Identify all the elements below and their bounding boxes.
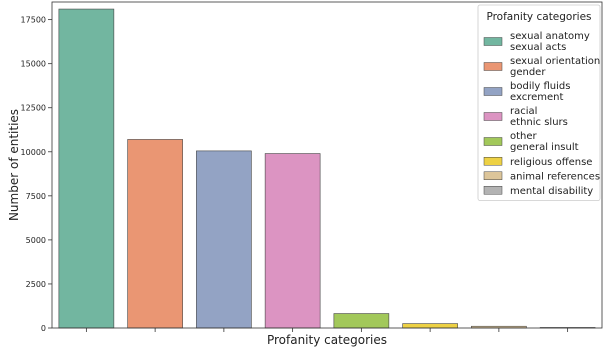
y-axis: 0 2500 5000 7500 10000 12500 15000 17500 (21, 16, 52, 333)
legend-entry: religious offense (510, 157, 592, 168)
legend-swatch (483, 157, 503, 166)
bar (127, 139, 183, 329)
legend-swatch (483, 37, 503, 46)
y-tick-label: 5000 (26, 236, 46, 245)
bar (58, 8, 115, 329)
y-tick-label: 2500 (26, 280, 46, 289)
y-tick-label: 12500 (21, 104, 46, 113)
legend: Profanity categories sexual anatomy sexua… (477, 4, 601, 201)
bar (196, 150, 252, 329)
x-axis (85, 328, 569, 332)
x-axis-label: Profanity categories (267, 333, 387, 347)
legend-swatch (483, 112, 503, 121)
legend-entry: racial ethnic slurs (510, 106, 568, 128)
y-axis-label: Number of entities (7, 109, 21, 221)
y-tick-label: 10000 (21, 148, 46, 157)
legend-entry: animal references (510, 171, 600, 182)
legend-swatch (483, 171, 503, 180)
legend-swatch (483, 186, 503, 195)
legend-box (477, 4, 601, 201)
bar (333, 313, 390, 329)
legend-swatch (483, 62, 503, 71)
y-tick-label: 15000 (21, 60, 46, 69)
legend-entry: other general insult (510, 131, 579, 153)
plot-area (58, 8, 596, 329)
legend-entry: sexual anatomy sexual acts (510, 31, 590, 53)
bar (264, 153, 321, 329)
legend-swatch (483, 87, 503, 96)
legend-title: Profanity categories (486, 11, 591, 23)
plot-frame (51, 1, 603, 329)
legend-entry: mental disability (510, 186, 593, 197)
y-tick-label: 7500 (26, 192, 46, 201)
bar (402, 323, 458, 329)
legend-entry: bodily fluids excrement (510, 81, 570, 103)
legend-entry: sexual orientation gender (510, 56, 600, 78)
y-tick-label: 0 (41, 324, 46, 333)
legend-swatch (483, 137, 503, 146)
y-tick-label: 17500 (21, 16, 46, 25)
